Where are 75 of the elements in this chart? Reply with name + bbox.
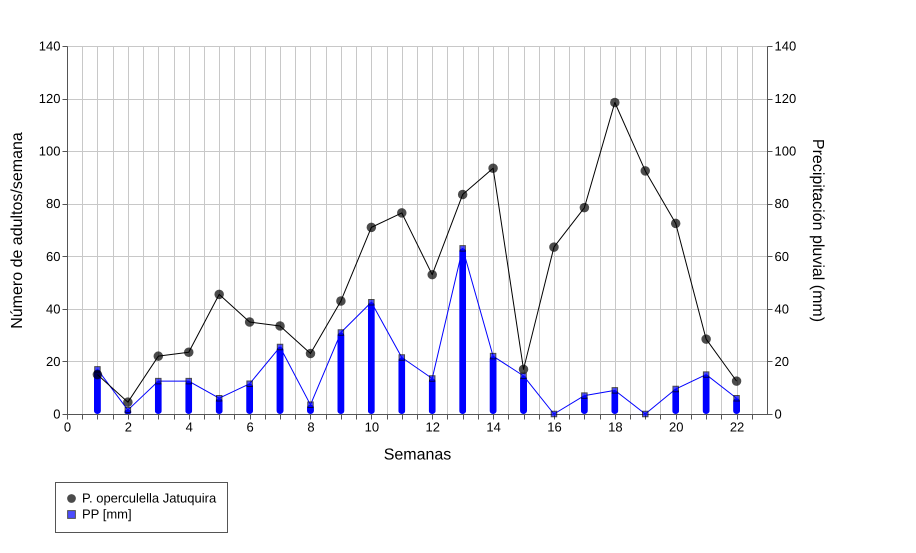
point bbox=[640, 166, 650, 176]
point bbox=[488, 163, 498, 173]
point bbox=[366, 222, 376, 232]
point bbox=[275, 321, 285, 331]
point bbox=[610, 98, 620, 108]
point bbox=[276, 344, 284, 350]
point bbox=[306, 348, 316, 358]
point bbox=[123, 397, 133, 407]
y-tick-label: 120 bbox=[38, 91, 60, 106]
x-tick-label: 4 bbox=[186, 420, 193, 434]
x-tick-label: 20 bbox=[668, 420, 684, 434]
point bbox=[368, 299, 375, 306]
y2-tick-label: 20 bbox=[774, 354, 789, 369]
y2-tick-label: 80 bbox=[774, 196, 789, 212]
point bbox=[246, 380, 253, 388]
point bbox=[216, 394, 222, 402]
y2-tick-label: 100 bbox=[774, 144, 796, 159]
point bbox=[459, 245, 466, 252]
x-tick-label: 18 bbox=[608, 420, 623, 434]
y-tick-label: 0 bbox=[53, 406, 60, 422]
point bbox=[155, 378, 162, 384]
y-tick-label: 100 bbox=[38, 144, 60, 159]
point bbox=[398, 354, 406, 361]
x-tick-label: 8 bbox=[307, 420, 315, 434]
y-tick-label: 80 bbox=[46, 196, 60, 212]
x-tick-label: 14 bbox=[486, 420, 501, 434]
point bbox=[701, 334, 711, 344]
y2-tick-label: 60 bbox=[774, 248, 789, 264]
point bbox=[458, 190, 468, 200]
point bbox=[214, 290, 224, 300]
point bbox=[428, 375, 436, 382]
point bbox=[518, 364, 528, 374]
point bbox=[670, 218, 680, 228]
point bbox=[184, 347, 194, 357]
x-tick-label: 22 bbox=[730, 420, 744, 434]
point bbox=[672, 386, 679, 392]
y2-axis-title: Precipitación pluvial (mm) bbox=[809, 138, 826, 322]
point bbox=[427, 270, 437, 280]
y-axis-title: Número de adultos/semana bbox=[8, 132, 26, 329]
y-tick-label: 140 bbox=[38, 38, 60, 54]
point bbox=[642, 410, 648, 418]
legend-label: P. operculella Jatuquira bbox=[82, 490, 217, 506]
y2-tick-label: 140 bbox=[774, 38, 796, 54]
x-tick-label: 6 bbox=[246, 420, 254, 434]
x-tick-label: 2 bbox=[124, 420, 132, 434]
y2-tick-label: 120 bbox=[774, 91, 796, 106]
point bbox=[336, 296, 346, 306]
y2-tick-label: 0 bbox=[774, 406, 782, 422]
x-tick-label: 12 bbox=[425, 420, 440, 434]
legend-label: PP [mm] bbox=[82, 506, 132, 522]
point bbox=[550, 410, 558, 418]
y2-tick-label: 40 bbox=[774, 301, 789, 316]
y-tick-label: 40 bbox=[46, 301, 60, 316]
x-tick-label: 10 bbox=[364, 420, 380, 434]
x-tick-label: 16 bbox=[547, 420, 562, 434]
point bbox=[732, 376, 742, 386]
point bbox=[581, 392, 588, 399]
point bbox=[549, 242, 559, 252]
point bbox=[397, 208, 407, 218]
point bbox=[124, 406, 132, 414]
y-tick-label: 60 bbox=[46, 248, 60, 264]
point bbox=[186, 378, 192, 384]
point bbox=[307, 402, 314, 408]
point bbox=[733, 394, 740, 402]
point bbox=[154, 351, 164, 361]
point bbox=[338, 329, 344, 336]
point bbox=[92, 370, 102, 380]
y-tick-label: 20 bbox=[46, 354, 60, 369]
x-axis-title: Semanas bbox=[384, 446, 452, 464]
point bbox=[580, 202, 590, 212]
point bbox=[244, 317, 254, 327]
x-tick-label: 0 bbox=[64, 420, 72, 434]
point bbox=[490, 352, 496, 360]
point bbox=[612, 387, 618, 394]
point bbox=[702, 371, 710, 378]
